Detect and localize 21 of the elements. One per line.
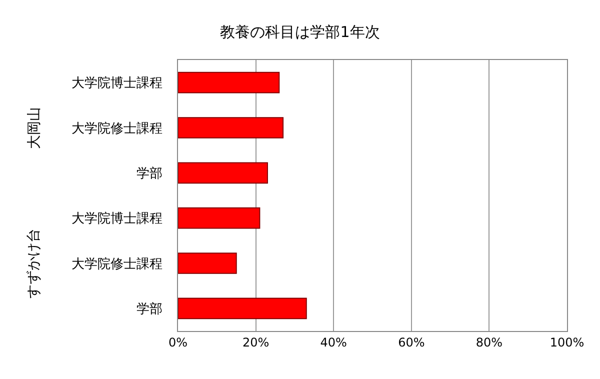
chart-title: 教養の科目は学部1年次: [220, 23, 380, 42]
text: 大岡山: [26, 107, 43, 150]
bar: [178, 117, 284, 138]
x-tick-label: 80%: [476, 335, 503, 350]
y-tick-label: 学部: [136, 302, 162, 317]
y-tick-label: 大学院博士課程: [71, 76, 162, 92]
y-tick-label: 大学院博士課程: [71, 212, 162, 227]
bar: [178, 162, 268, 184]
bar: [178, 207, 260, 229]
bar: [178, 298, 307, 320]
x-tick-label: 100%: [550, 335, 584, 350]
bar: [178, 72, 280, 94]
x-tick-label: 60%: [398, 335, 425, 350]
x-tick-label: 0%: [168, 335, 188, 350]
y-tick-label: 学部: [136, 166, 162, 182]
y-tick-label: 大学院修士課程: [71, 121, 162, 136]
x-tick-label: 40%: [320, 335, 347, 350]
text: すずかけ台: [26, 228, 42, 299]
bar: [178, 252, 237, 274]
y-tick-label: 大学院修士課程: [71, 256, 162, 272]
x-tick-label: 20%: [242, 335, 270, 350]
